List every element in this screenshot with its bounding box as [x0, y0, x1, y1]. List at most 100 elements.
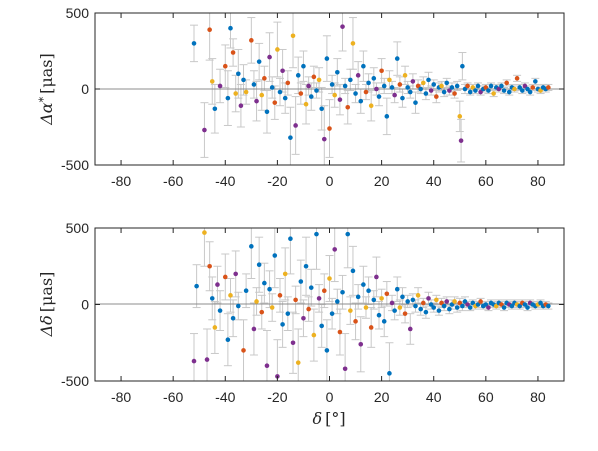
top-data-point: [233, 91, 238, 96]
top-data-point: [267, 54, 272, 60]
bottom-data-point: [342, 366, 348, 372]
bottom-data-point: [350, 268, 356, 274]
bottom-data-point: [288, 236, 293, 242]
bottom-x-tick-label: 60: [478, 389, 494, 405]
top-data-point: [428, 88, 434, 93]
bottom-data-point: [321, 288, 327, 294]
bottom-data-point: [381, 319, 387, 324]
bottom-y-axis-label-symbol: Δδ: [37, 315, 56, 337]
top-y-ticks: -500 0 500: [61, 5, 564, 173]
bottom-data-point: [293, 297, 298, 303]
bottom-data-point: [449, 302, 455, 307]
bottom-data-point: [243, 288, 249, 294]
top-data-point: [332, 92, 338, 98]
bottom-data-point: [225, 337, 231, 342]
bottom-x-tick-label: -40: [215, 389, 235, 405]
top-data-point: [441, 89, 447, 95]
bottom-data-point: [194, 283, 199, 289]
bottom-x-tick-label: 40: [426, 389, 442, 405]
top-data-point: [407, 89, 413, 95]
bottom-data-point: [454, 305, 460, 310]
bottom-data-point: [368, 325, 374, 330]
bottom-data-point: [431, 305, 437, 310]
top-data-point: [527, 89, 533, 95]
top-data-point: [475, 83, 481, 89]
top-data-points: [191, 24, 551, 143]
bottom-x-tick-label: -80: [111, 389, 131, 405]
bottom-data-point: [207, 263, 212, 269]
bottom-data-point: [301, 315, 306, 321]
bottom-data-point: [493, 303, 499, 309]
top-data-point: [241, 77, 246, 83]
bottom-data-point: [436, 308, 442, 313]
top-data-point: [491, 91, 496, 96]
bottom-data-point: [374, 274, 379, 280]
bottom-data-point: [434, 297, 439, 303]
top-data-point: [538, 88, 543, 93]
top-data-point: [217, 83, 223, 89]
top-data-point: [209, 79, 215, 84]
bottom-data-point: [402, 311, 408, 316]
bottom-data-point: [410, 297, 416, 303]
top-data-point: [306, 83, 311, 89]
bottom-x-tick-label: 0: [326, 389, 334, 405]
top-data-point: [384, 114, 390, 119]
top-data-point: [222, 63, 228, 69]
bottom-data-point: [522, 302, 528, 307]
top-data-point: [280, 68, 285, 74]
top-data-point: [290, 33, 296, 39]
top-data-point: [394, 56, 400, 61]
bottom-data-point: [394, 286, 400, 292]
bottom-data-point: [204, 357, 210, 362]
bottom-data-point: [415, 293, 421, 298]
top-data-point: [506, 89, 512, 95]
top-data-point: [431, 82, 437, 87]
bottom-data-point: [340, 289, 345, 295]
x-axis-label: δ [°]: [312, 409, 345, 428]
top-data-point: [530, 85, 536, 90]
bottom-data-point: [379, 296, 384, 301]
bottom-data-point: [376, 312, 382, 318]
panel-delta-delta: -80 -60 -40 -20 0 20 40 60 80 -500 0 500 Δδ [μas] δ…: [37, 220, 565, 428]
bottom-data-point: [361, 282, 366, 287]
bottom-data-point: [233, 271, 238, 277]
top-data-point: [381, 83, 387, 89]
bottom-data-point: [371, 297, 377, 303]
bottom-data-point: [282, 271, 288, 277]
top-data-point: [212, 106, 218, 112]
x-axis-label-unit: [°]: [325, 409, 345, 428]
bottom-data-point: [345, 231, 351, 237]
top-data-point: [460, 63, 465, 69]
top-data-point: [496, 86, 502, 92]
bottom-data-point: [384, 291, 390, 297]
bottom-data-point: [460, 303, 465, 309]
bottom-data-point: [462, 299, 468, 304]
top-data-point: [546, 85, 551, 90]
bottom-data-point: [222, 274, 228, 280]
top-data-point: [389, 85, 395, 90]
bottom-data-point: [428, 302, 434, 307]
top-x-tick-label: 0: [326, 173, 334, 189]
bottom-data-point: [332, 247, 338, 252]
top-data-point: [225, 95, 231, 101]
top-data-point: [269, 85, 275, 90]
bottom-data-point: [324, 348, 330, 353]
top-data-point: [238, 103, 244, 109]
bottom-data-point: [269, 305, 275, 310]
bottom-y-axis-label: Δδ [μas]: [37, 272, 56, 338]
bottom-data-point: [256, 262, 262, 268]
top-data-point: [314, 88, 319, 93]
top-data-point: [434, 94, 439, 99]
bottom-y-ticks: -500 0 500: [61, 220, 564, 389]
top-data-point: [458, 138, 464, 143]
top-data-point: [301, 63, 306, 69]
bottom-data-point: [546, 303, 551, 309]
top-data-point: [358, 98, 364, 104]
top-data-point: [275, 47, 280, 52]
bottom-data-point: [444, 299, 450, 304]
top-x-tick-label: 80: [530, 173, 546, 189]
top-data-point: [191, 41, 197, 46]
bottom-data-point: [483, 302, 489, 307]
bottom-data-point: [306, 306, 311, 312]
top-data-point: [345, 104, 351, 110]
